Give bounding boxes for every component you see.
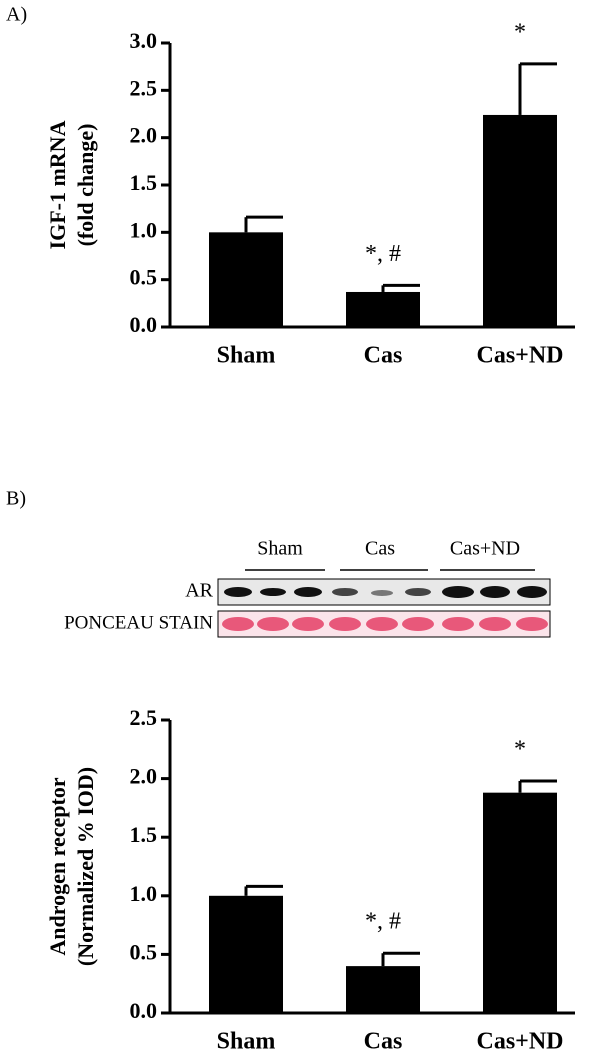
annotation: *, #	[365, 241, 401, 267]
y-tick-label: 1.5	[130, 822, 158, 847]
y-tick-label: 1.5	[130, 170, 158, 195]
y-tick-label: 0.0	[130, 998, 158, 1023]
bar	[346, 291, 420, 327]
lane-label: Cas+ND	[450, 538, 520, 560]
ar-bands	[224, 586, 547, 598]
bar	[483, 114, 557, 328]
panel-label: B)	[6, 488, 26, 510]
y-tick-label: 2.5	[130, 705, 158, 730]
y-tick-label: 0.0	[130, 312, 158, 337]
y-tick-label: 3.0	[130, 28, 158, 53]
y-tick-label: 0.5	[130, 939, 158, 964]
y-tick-label: 0.5	[130, 265, 158, 290]
bar	[483, 792, 557, 1013]
annotation: *	[514, 19, 526, 45]
annotation: *	[514, 736, 526, 762]
bar	[346, 966, 420, 1013]
y-axis-label: (Normalized % IOD)	[73, 767, 98, 966]
blot: Sham Cas Cas+ND AR PONCEAU STAIN	[64, 538, 551, 638]
lane-label: Sham	[257, 538, 303, 560]
y-axis-label: IGF-1 mRNA	[45, 120, 70, 249]
row-label: AR	[185, 580, 213, 602]
ponceau-bands	[222, 617, 548, 631]
x-tick-label: Cas	[364, 343, 403, 369]
x-tick-label: Cas+ND	[476, 1029, 563, 1050]
y-tick-label: 2.0	[130, 764, 158, 789]
bar	[209, 232, 283, 327]
y-tick-label: 1.0	[130, 217, 158, 242]
annotation: *, #	[365, 909, 401, 935]
y-tick-label: 2.0	[130, 123, 158, 148]
panel-label: A)	[6, 4, 27, 26]
x-tick-label: Sham	[217, 1029, 276, 1050]
x-tick-label: Cas+ND	[476, 343, 563, 369]
lane-label: Cas	[365, 538, 395, 560]
y-axis-label: (fold change)	[73, 124, 98, 247]
y-axis-label: Androgen receptor	[45, 777, 70, 955]
row-label: PONCEAU STAIN	[64, 612, 213, 633]
y-tick-label: 1.0	[130, 881, 158, 906]
x-tick-label: Cas	[364, 1029, 403, 1050]
x-tick-label: Sham	[217, 343, 276, 369]
bar	[209, 895, 283, 1013]
y-tick-label: 2.5	[130, 75, 158, 100]
